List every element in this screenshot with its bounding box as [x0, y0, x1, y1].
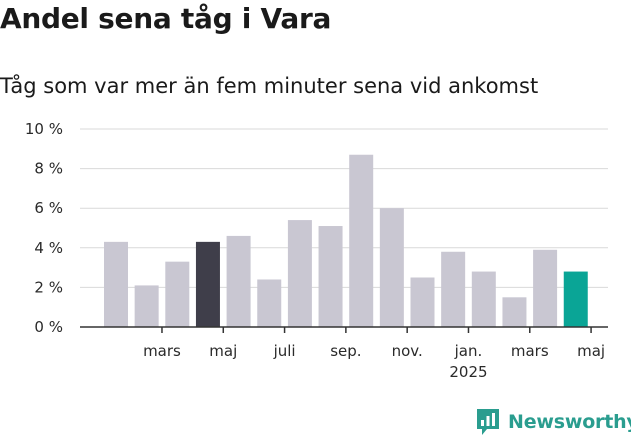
- bar: [410, 277, 435, 327]
- bar: [195, 241, 220, 327]
- bar: [318, 226, 343, 327]
- bar: [287, 220, 312, 327]
- y-tick-label: 6 %: [34, 199, 63, 217]
- chart-subtitle: Tåg som var mer än fem minuter sena vid …: [0, 74, 539, 98]
- x-tick-label: mars: [143, 342, 181, 360]
- bar: [379, 208, 404, 327]
- x-tick-label: juli: [273, 342, 296, 360]
- y-axis-tick-labels: 0 % 2 % 4 % 6 % 8 % 10 %: [25, 120, 63, 336]
- chart-title: Andel sena tåg i Vara: [0, 2, 332, 35]
- bar: [134, 285, 159, 327]
- x-tick-sublabel: 2025: [449, 363, 487, 381]
- x-tick-label: jan.: [454, 342, 483, 360]
- bar: [471, 271, 496, 327]
- bar: [441, 251, 466, 327]
- bar: [165, 261, 190, 327]
- newsworthy-logo-icon: [477, 409, 499, 435]
- bar: [502, 297, 527, 327]
- x-tick-label: maj: [577, 342, 605, 360]
- bar-chart: 0 % 2 % 4 % 6 % 8 % 10 % mars maj juli sep. nov. j…: [25, 120, 608, 381]
- bar: [563, 271, 588, 327]
- y-tick-label: 8 %: [34, 160, 63, 178]
- y-tick-label: 0 %: [34, 318, 63, 336]
- brand-name: Newsworthy: [508, 411, 631, 433]
- y-tick-label: 4 %: [34, 239, 63, 257]
- bar: [533, 249, 558, 327]
- bar: [226, 235, 251, 327]
- gridlines: [80, 128, 608, 288]
- newsworthy-logo: Newsworthy: [475, 406, 631, 438]
- bars: [104, 154, 588, 327]
- bar: [349, 154, 374, 327]
- y-tick-label: 2 %: [34, 278, 63, 296]
- bar: [104, 241, 128, 327]
- x-tick-label: nov.: [392, 342, 423, 360]
- bar: [257, 279, 282, 327]
- x-axis-tick-labels: mars maj juli sep. nov. jan. 2025 mars maj: [143, 342, 605, 381]
- x-tick-label: mars: [511, 342, 549, 360]
- x-axis: [80, 326, 608, 333]
- x-tick-label: maj: [209, 342, 237, 360]
- y-tick-label: 10 %: [25, 120, 63, 138]
- x-tick-label: sep.: [330, 342, 361, 360]
